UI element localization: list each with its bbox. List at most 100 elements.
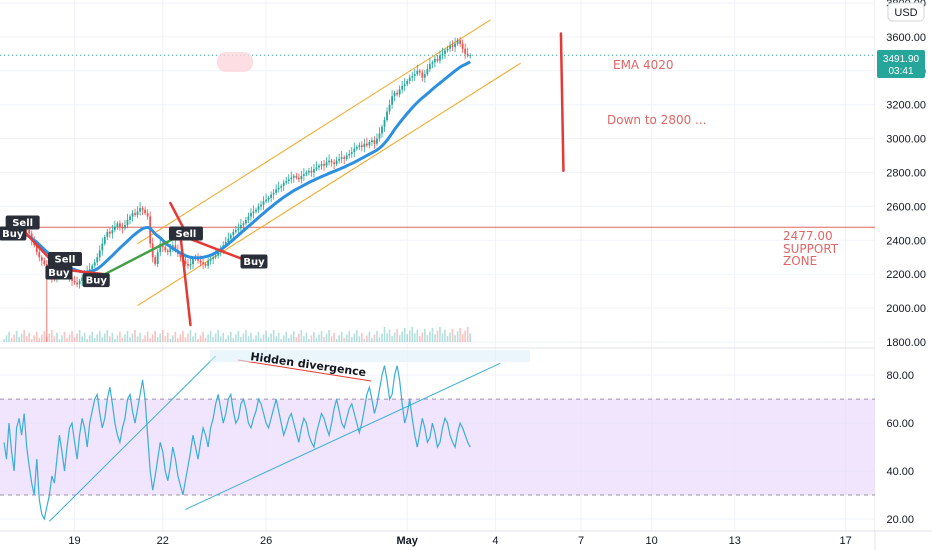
volume-bar: [469, 333, 471, 342]
candle-body: [265, 199, 267, 202]
volume-bar: [277, 332, 280, 342]
volume-bar: [431, 327, 434, 342]
volume-bar: [260, 338, 262, 342]
volume-bar: [232, 338, 235, 342]
candle-body: [247, 216, 250, 220]
rsi-tick-label: 40.00: [886, 466, 914, 478]
signal-box: [0, 226, 27, 241]
candle-body: [101, 243, 104, 251]
volume-bar: [209, 330, 212, 342]
candle-body: [43, 260, 46, 265]
rsi-trend-line-1: [49, 355, 217, 522]
volume-bar: [376, 330, 378, 342]
candle-body: [121, 226, 124, 229]
currency-badge[interactable]: USD: [887, 2, 925, 22]
volume-bar: [466, 327, 469, 342]
candle-body: [464, 48, 467, 54]
buy-segment: [103, 233, 182, 276]
volume-bar: [41, 334, 43, 342]
candle-body: [257, 206, 260, 210]
candle-body: [179, 253, 182, 258]
volume-bar: [308, 339, 310, 342]
volume-bar: [141, 339, 144, 342]
candle-body: [239, 225, 242, 229]
volume-bar: [408, 330, 411, 342]
candle-body: [338, 158, 341, 161]
divergence-underline: [237, 359, 372, 382]
time-axis[interactable]: 19 22 26 May 4 7 10 13 17: [68, 535, 851, 547]
candle-body: [449, 45, 451, 49]
volume-bar: [197, 339, 199, 342]
candle-body: [154, 257, 157, 265]
volume-bar: [406, 334, 408, 342]
volume-bar: [434, 334, 436, 342]
candle-body: [333, 162, 336, 165]
volume-bar: [373, 334, 376, 342]
volume-bar: [177, 338, 179, 342]
volume-bar: [267, 337, 270, 342]
volume-bar: [421, 332, 424, 342]
candle-body: [81, 277, 84, 281]
candle-body: [169, 247, 172, 253]
volume-bar: [252, 339, 255, 342]
currency-label: USD: [894, 7, 917, 19]
price-tick-label: 3000.00: [886, 134, 926, 146]
volume-bar: [56, 332, 58, 342]
candle-body: [237, 228, 240, 231]
volume-bar: [310, 335, 313, 342]
candle-body: [139, 208, 141, 212]
ema-highlight: [217, 52, 253, 72]
volume-bar: [53, 336, 56, 342]
price-tick-label: 2600.00: [886, 201, 926, 213]
candle-body: [192, 258, 194, 265]
volume-bar: [136, 336, 139, 342]
volume-bar: [161, 330, 164, 342]
volume-bar: [184, 337, 187, 342]
volume-bar: [323, 337, 325, 342]
candle-body: [212, 257, 215, 259]
candle-body: [436, 58, 439, 61]
volume-bar: [272, 330, 275, 342]
candle-body: [418, 70, 421, 73]
volume-bar: [111, 332, 114, 342]
volume-bar: [436, 330, 439, 342]
volume-bar: [398, 335, 401, 342]
candle-body: [245, 219, 247, 224]
volume-bar: [192, 336, 194, 342]
candle-body: [96, 257, 99, 263]
candle-body: [113, 226, 116, 231]
volume-bar: [333, 332, 335, 342]
rsi-axis[interactable]: 20.00 40.00 60.00 80.00: [886, 370, 914, 526]
time-tick-label: 4: [492, 535, 498, 547]
signal-sell: Sell: [168, 226, 203, 241]
volume-bar: [386, 333, 388, 342]
candle-body: [35, 245, 38, 253]
candle-body: [164, 247, 167, 251]
price-tag-countdown: 03:41: [888, 66, 913, 77]
volume-bar: [330, 336, 333, 342]
candle-body: [446, 48, 449, 51]
candle-body: [277, 187, 280, 190]
candle-body: [378, 133, 381, 139]
candle-body: [224, 241, 227, 246]
volume-bar: [262, 334, 265, 342]
volume-bar: [68, 334, 71, 342]
time-tick-label: 13: [729, 535, 741, 547]
volume-bar: [449, 332, 451, 342]
volume-bar: [179, 334, 182, 342]
candle-body: [98, 250, 101, 258]
volume-bar: [81, 336, 83, 342]
signal-box: [82, 273, 110, 288]
candle-body: [199, 260, 202, 263]
candle-body: [365, 143, 368, 146]
candle-body: [328, 160, 330, 163]
volume-bar: [338, 335, 340, 342]
volume-bar: [66, 338, 68, 342]
volume-bar: [119, 331, 121, 342]
candle-body: [315, 167, 318, 170]
candle-body: [386, 111, 388, 120]
volume-bar: [464, 330, 466, 342]
volume-bar: [454, 335, 456, 342]
volume-bar: [285, 331, 288, 342]
volume-bar: [129, 337, 131, 342]
